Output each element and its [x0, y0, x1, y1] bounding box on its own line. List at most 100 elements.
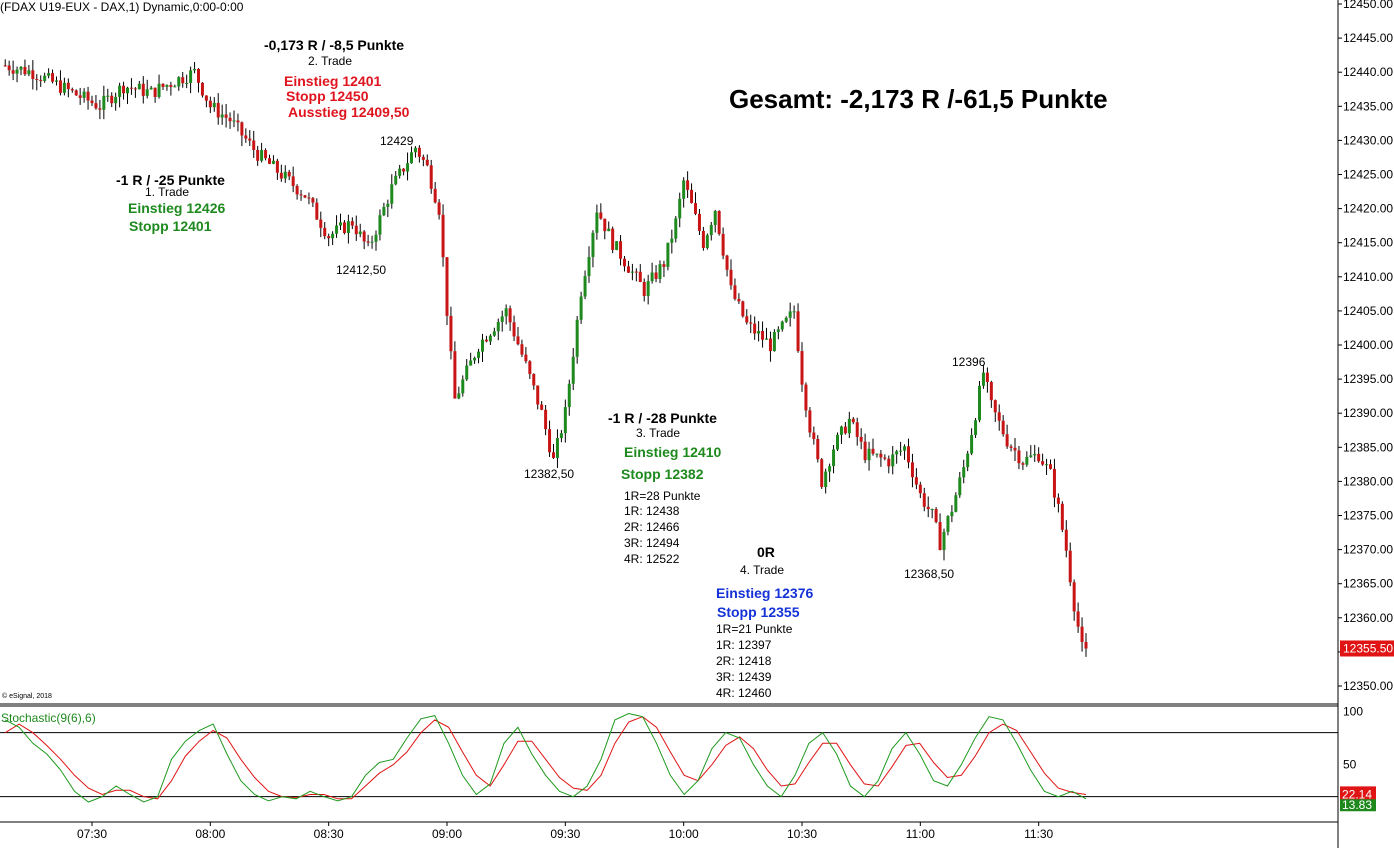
candle-body	[204, 95, 208, 101]
candle-body	[989, 382, 993, 401]
candle-body	[437, 202, 441, 215]
candle-body	[1076, 611, 1080, 627]
level-label-12382: 12382,50	[524, 467, 575, 481]
candle-body	[386, 203, 390, 207]
candle-body	[1056, 497, 1060, 504]
candle-body	[729, 269, 733, 286]
candlestick-series	[3, 59, 1088, 657]
price-tick-label: 12365.00	[1343, 577, 1393, 591]
candle-body	[189, 70, 193, 83]
candle-body	[390, 184, 394, 204]
candle-body	[520, 344, 524, 355]
price-tick-label: 12450.00	[1343, 0, 1393, 11]
candle-body	[114, 96, 118, 104]
candle-body	[970, 435, 974, 454]
candle-body	[875, 453, 879, 455]
candle-body	[650, 272, 654, 282]
candle-body	[595, 212, 599, 233]
candle-body	[946, 516, 950, 532]
candle-body	[1041, 461, 1045, 465]
trade4-r2: 2R: 12418	[716, 654, 772, 668]
candle-body	[611, 228, 615, 250]
candle-body	[1005, 434, 1009, 447]
trade2-stop: Stopp 12450	[286, 88, 369, 104]
candle-body	[268, 158, 271, 164]
candle-body	[133, 88, 137, 90]
candle-body	[283, 171, 287, 179]
candle-body	[678, 198, 682, 219]
candle-body	[808, 410, 812, 433]
candle-body	[603, 218, 607, 232]
candle-body	[208, 100, 212, 108]
candle-body	[788, 311, 792, 318]
trade2-result: -0,173 R / -8,5 Punkte	[264, 37, 405, 53]
candle-body	[55, 80, 58, 82]
candle-body	[39, 79, 43, 81]
candle-body	[966, 453, 970, 468]
candle-body	[701, 230, 705, 248]
candle-body	[709, 224, 713, 236]
candle-body	[102, 95, 106, 110]
candle-body	[749, 322, 753, 324]
candle-body	[303, 195, 307, 198]
candle-body	[579, 296, 583, 320]
candle-body	[619, 241, 623, 259]
trade1-result: -1 R / -25 Punkte	[116, 172, 225, 188]
candle-body	[449, 315, 453, 352]
candle-body	[185, 82, 189, 84]
candle-body	[1080, 626, 1084, 642]
candle-body	[832, 449, 836, 467]
candle-body	[90, 100, 94, 104]
candle-body	[7, 65, 11, 71]
candle-body	[962, 467, 966, 478]
candle-body	[374, 234, 378, 242]
candle-body	[737, 298, 741, 302]
candle-body	[859, 436, 863, 442]
trade1-stop: Stopp 12401	[129, 218, 212, 234]
candle-body	[149, 87, 153, 90]
candle-body	[918, 484, 922, 494]
candle-body	[804, 384, 808, 411]
candle-body	[914, 477, 918, 485]
candle-body	[1045, 464, 1049, 466]
trade3-r2: 2R: 12466	[624, 520, 680, 534]
candle-body	[1013, 447, 1017, 451]
candle-body	[193, 68, 197, 71]
candle-body	[413, 147, 417, 153]
candle-body	[220, 114, 224, 118]
candle-body	[406, 163, 410, 172]
candle-body	[745, 316, 749, 323]
candle-body	[536, 385, 540, 405]
trade3-r3: 3R: 12494	[624, 536, 680, 550]
price-tick-label: 12405.00	[1343, 304, 1393, 318]
candle-body	[1009, 446, 1013, 448]
candle-body	[847, 418, 851, 434]
trade4-r-def: 1R=21 Punkte	[716, 622, 793, 636]
price-tick-label: 12390.00	[1343, 406, 1393, 420]
candle-body	[492, 331, 496, 336]
candle-body	[753, 323, 757, 334]
candle-body	[780, 321, 784, 330]
candle-body	[433, 188, 437, 203]
candle-body	[153, 87, 157, 97]
candle-body	[820, 459, 824, 488]
candle-body	[66, 82, 70, 90]
candle-body	[950, 511, 954, 517]
candle-body	[181, 77, 185, 84]
candle-body	[327, 236, 331, 239]
candle-body	[429, 165, 433, 189]
candle-body	[985, 372, 989, 383]
level-label-12429: 12429	[380, 134, 414, 148]
candle-body	[137, 83, 141, 90]
candle-body	[717, 211, 721, 234]
candle-body	[958, 477, 962, 496]
level-label-12412: 12412,50	[336, 263, 387, 277]
trade4-stop: Stopp 12355	[717, 604, 800, 620]
candle-body	[516, 336, 520, 345]
candle-body	[540, 404, 544, 410]
time-tick-label: 07:30	[77, 827, 107, 841]
candle-body	[559, 433, 563, 439]
candle-body	[51, 73, 55, 82]
candle-body	[733, 285, 737, 299]
